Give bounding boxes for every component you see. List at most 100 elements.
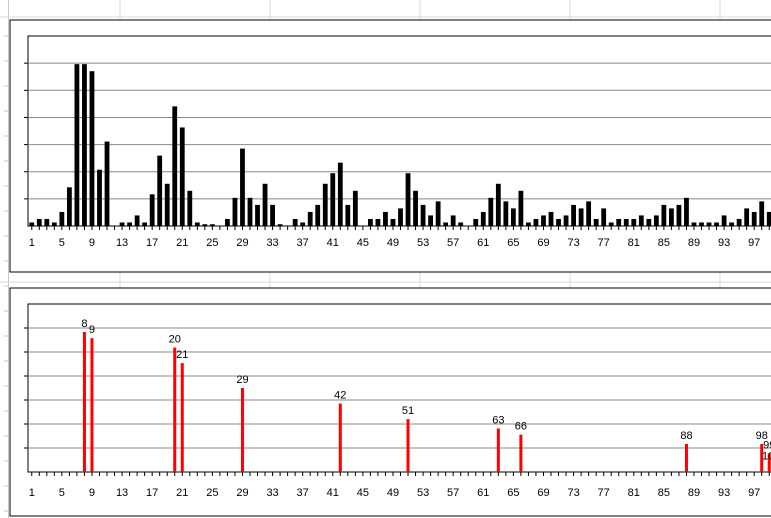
bar	[134, 215, 140, 226]
data-label: 100	[762, 450, 771, 462]
bottom-bar-chart[interactable]: 8920212942516366889899100159131721252933…	[9, 287, 771, 517]
plot-area	[27, 35, 771, 227]
data-label: 88	[680, 430, 692, 442]
bar	[82, 64, 87, 227]
bar	[729, 222, 735, 226]
x-tick-label: 9	[89, 487, 95, 499]
x-tick-label: 93	[718, 237, 730, 249]
data-label: 29	[236, 374, 248, 386]
x-tick-label: 85	[658, 237, 670, 249]
data-label: 20	[169, 334, 181, 346]
bar	[262, 183, 268, 226]
bar	[375, 218, 381, 226]
bar	[337, 162, 343, 226]
data-label: 21	[176, 349, 188, 361]
bar	[179, 127, 185, 226]
bar	[59, 211, 65, 226]
x-tick-label: 1	[29, 487, 35, 499]
data-label: 9	[89, 324, 95, 336]
bar	[89, 71, 95, 226]
x-tick-label: 89	[688, 487, 700, 499]
bar	[473, 218, 479, 226]
bar	[315, 204, 321, 226]
bar	[127, 222, 132, 226]
bar	[345, 204, 351, 226]
bar	[519, 434, 523, 472]
bar	[760, 444, 764, 472]
x-tick-label: 53	[417, 487, 429, 499]
bar	[623, 218, 629, 226]
bar	[104, 141, 110, 226]
bar	[149, 194, 155, 226]
x-tick-label: 33	[266, 487, 278, 499]
x-tick-label: 13	[116, 237, 128, 249]
bar	[119, 222, 125, 226]
x-tick-label: 73	[567, 237, 579, 249]
x-tick-label: 45	[357, 237, 369, 249]
x-tick-label: 17	[146, 237, 158, 249]
bar	[669, 208, 674, 226]
bar	[338, 403, 342, 472]
bar	[255, 204, 260, 226]
bar	[225, 218, 230, 226]
bar	[240, 148, 245, 226]
bar	[699, 222, 704, 226]
x-tick-label: 69	[537, 237, 549, 249]
bar	[66, 187, 72, 226]
x-tick-label: 21	[176, 237, 188, 249]
bar	[586, 201, 592, 226]
x-tick-label: 65	[507, 237, 519, 249]
x-tick-label: 13	[116, 487, 128, 499]
x-tick-label: 73	[567, 487, 579, 499]
bar	[74, 64, 80, 227]
x-tick-label: 41	[327, 237, 339, 249]
x-tick-label: 37	[297, 487, 309, 499]
x-tick-label: 9	[89, 237, 95, 249]
top-bar-chart[interactable]: 1 5 9 13 17 21 25 29 33 37 41 45 49 53 57 61 65 69 73 77 81 8…	[9, 19, 771, 273]
bar	[232, 197, 238, 226]
bar	[44, 218, 50, 226]
bar	[405, 173, 411, 226]
bar	[82, 332, 86, 472]
bar	[428, 215, 433, 226]
x-tick-label: 81	[628, 487, 640, 499]
bar	[548, 211, 554, 226]
bar	[390, 218, 396, 226]
bar	[435, 201, 441, 226]
x-tick-label: 97	[748, 487, 760, 499]
x-tick-label: 57	[447, 487, 459, 499]
bar	[36, 218, 42, 226]
bar	[608, 222, 614, 226]
bar	[157, 155, 163, 226]
bar	[638, 215, 644, 226]
x-tick-label: 29	[236, 237, 248, 249]
plot-area	[27, 303, 771, 473]
bar	[209, 224, 215, 226]
bar	[510, 208, 516, 226]
bar	[240, 388, 244, 472]
x-tick-label: 37	[297, 237, 309, 249]
bar	[601, 208, 607, 226]
bar	[322, 183, 328, 226]
bar	[270, 204, 275, 226]
bar	[653, 215, 659, 226]
bar	[398, 208, 403, 226]
bar	[721, 215, 727, 226]
x-tick-label: 81	[628, 237, 640, 249]
bar	[578, 208, 584, 226]
bar	[194, 222, 200, 226]
x-tick-label: 77	[598, 237, 610, 249]
bar	[443, 222, 449, 226]
bar	[247, 197, 253, 226]
sheet-left-border	[8, 0, 9, 518]
bar	[518, 190, 524, 226]
bar	[684, 444, 688, 472]
x-tick-label: 5	[59, 487, 65, 499]
x-tick-label: 69	[537, 487, 549, 499]
bar	[164, 183, 170, 226]
x-tick-label: 33	[266, 237, 278, 249]
bar	[368, 218, 373, 226]
bar	[488, 197, 494, 226]
bar	[691, 222, 697, 226]
